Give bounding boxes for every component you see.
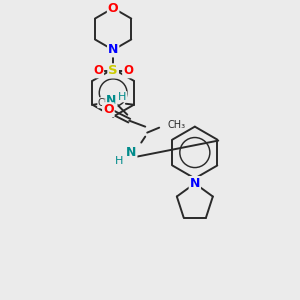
Text: H: H	[115, 155, 123, 166]
Text: N: N	[190, 177, 200, 190]
Text: CH₃: CH₃	[167, 120, 185, 130]
Text: O: O	[108, 2, 118, 15]
Text: S: S	[108, 64, 118, 77]
Text: N: N	[106, 94, 116, 107]
Text: N: N	[126, 146, 136, 159]
Text: CH₃: CH₃	[98, 98, 116, 108]
Text: O: O	[103, 103, 114, 116]
Text: H: H	[118, 92, 127, 102]
Text: O: O	[93, 64, 103, 77]
Text: O: O	[123, 64, 133, 77]
Text: N: N	[108, 44, 118, 56]
